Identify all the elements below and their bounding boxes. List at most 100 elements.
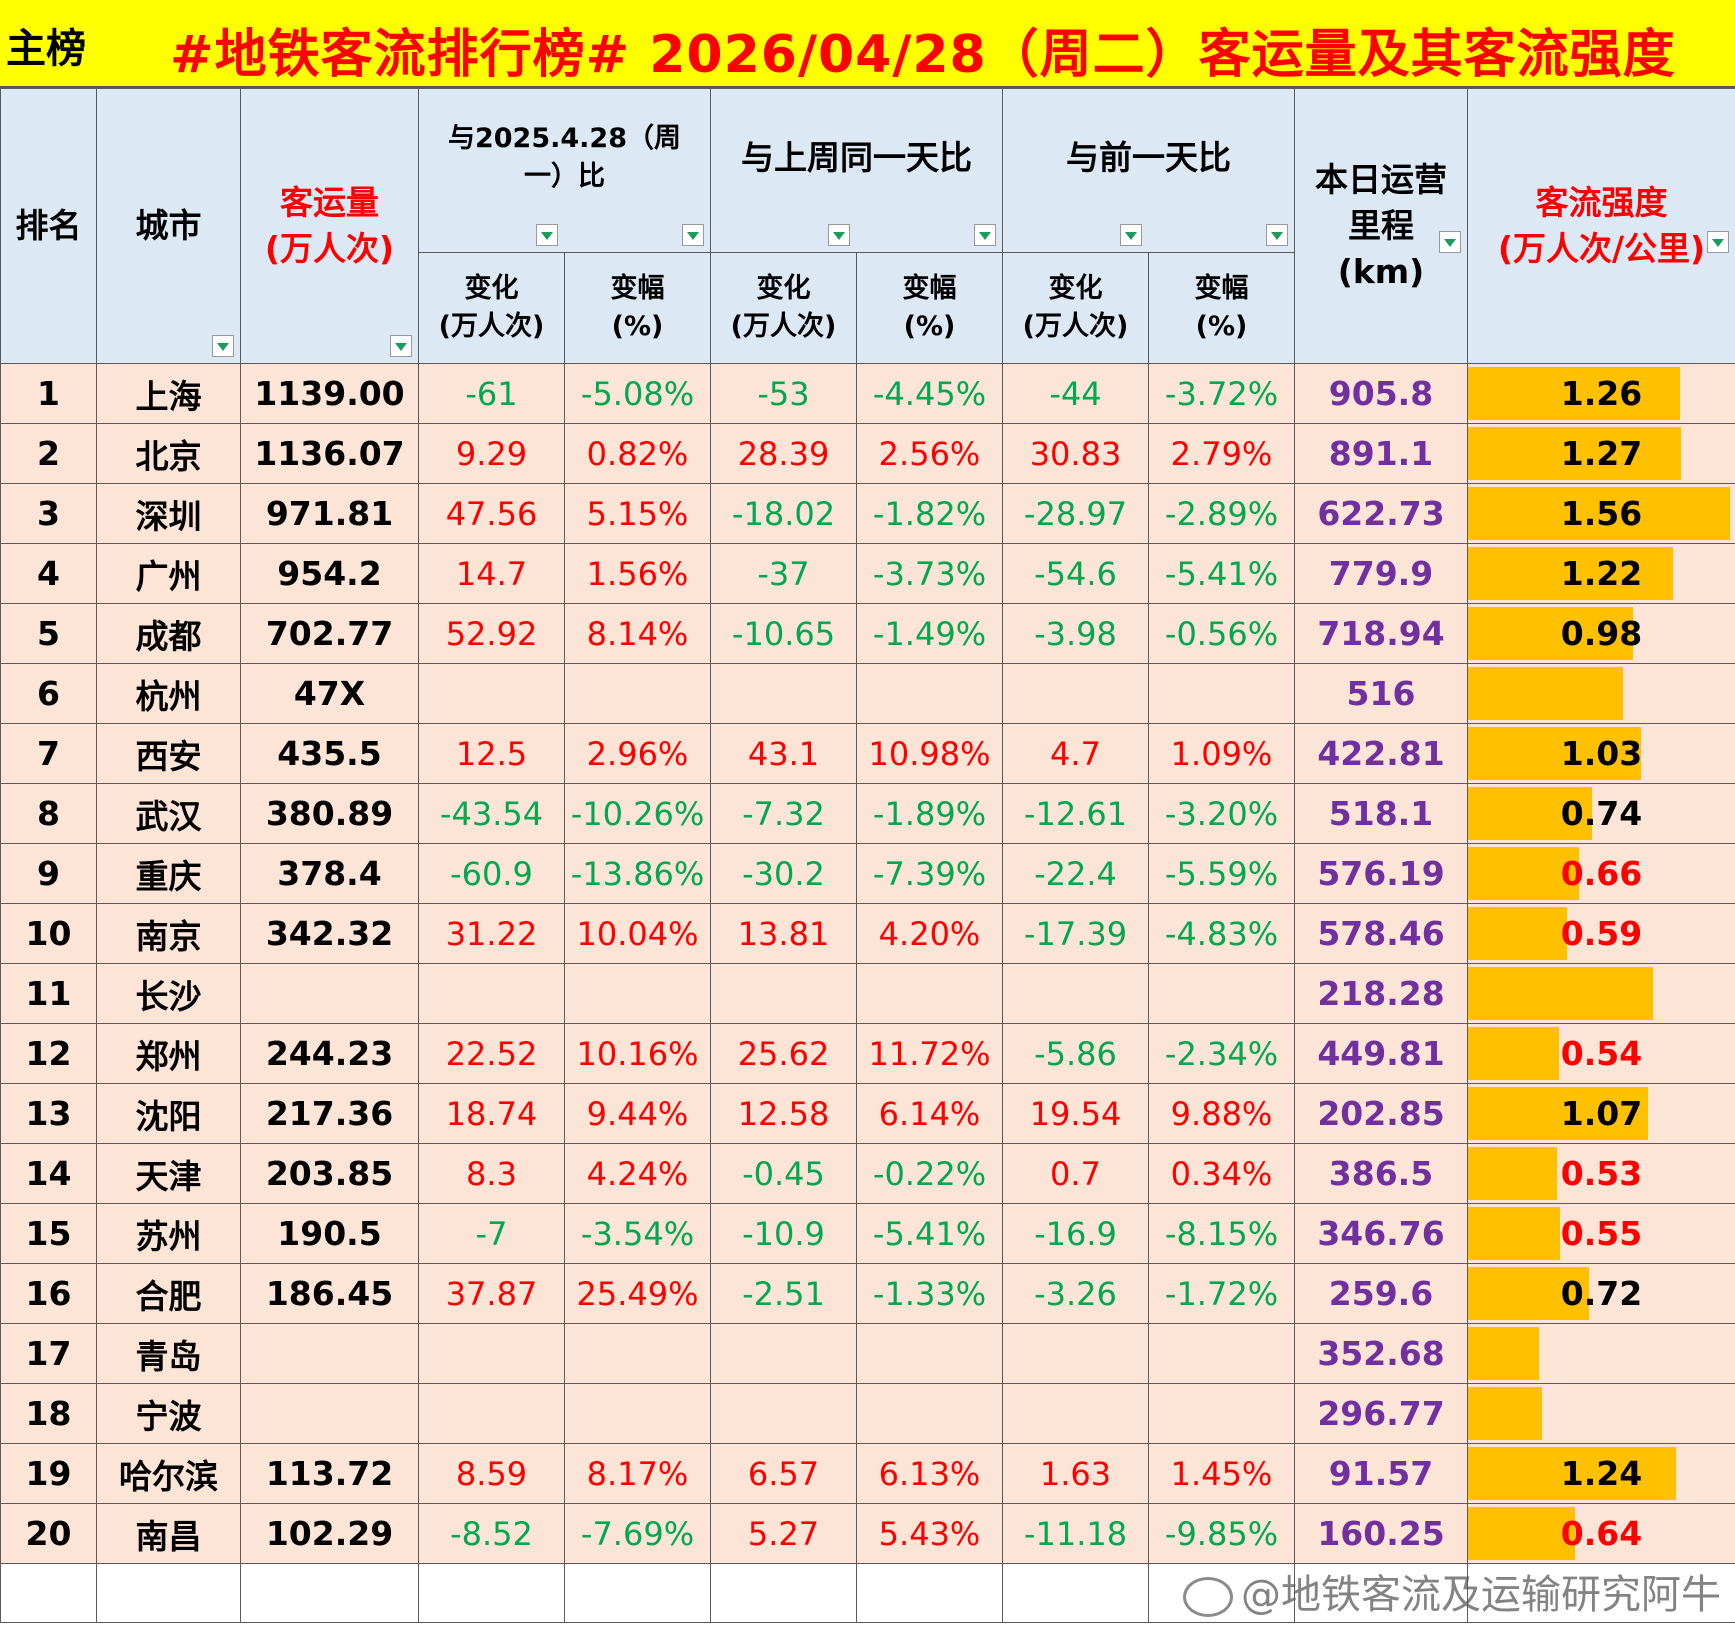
intensity-filter-dropdown[interactable] (1707, 231, 1729, 253)
city-cell: 成都 (96, 603, 241, 664)
yoy-change-cell: 9.29 (418, 423, 565, 484)
dod-change-cell: 30.83 (1002, 423, 1149, 484)
header-rank-label: 排名 (15, 206, 82, 245)
intensity-cell: 1.22 (1467, 543, 1735, 604)
dod-change-cell: -54.6 (1002, 543, 1149, 604)
volume-cell: 971.81 (240, 483, 419, 544)
ranking-table: 排名 城市 客运量 (万人次) 与2025.4.28（周 一）比 与上周同一天比 (0, 88, 1735, 1623)
wow-pct-cell: 5.43% (856, 1503, 1003, 1564)
dod-filter-dropdown[interactable] (1266, 224, 1288, 246)
wow-change-filter-dropdown[interactable] (828, 224, 850, 246)
dod-change-filter-dropdown[interactable] (1120, 224, 1142, 246)
dod-pct-cell: 9.88% (1148, 1083, 1295, 1144)
dod-pct-cell: -3.20% (1148, 783, 1295, 844)
watermark: @地铁客流及运输研究阿牛 (1183, 1562, 1721, 1620)
km-filter-dropdown[interactable] (1439, 231, 1461, 253)
km-cell: 218.28 (1294, 963, 1468, 1024)
rank-cell: 17 (0, 1323, 97, 1384)
volume-cell: 702.77 (240, 603, 419, 664)
city-filter-dropdown[interactable] (212, 335, 234, 357)
wow-change-cell: -37 (710, 543, 857, 604)
wow-pct-cell: -0.22% (856, 1143, 1003, 1204)
volume-filter-dropdown[interactable] (390, 335, 412, 357)
intensity-cell: 0.59 (1467, 903, 1735, 964)
rank-cell: 5 (0, 603, 97, 664)
intensity-bar (1468, 547, 1673, 600)
yoy-change-filter-dropdown[interactable] (536, 224, 558, 246)
wow-pct-cell: -4.45% (856, 363, 1003, 424)
yoy-filter-dropdown[interactable] (682, 224, 704, 246)
dod-pct-cell (1148, 963, 1295, 1024)
city-cell: 武汉 (96, 783, 241, 844)
empty-cell (564, 1563, 711, 1623)
city-cell: 天津 (96, 1143, 241, 1204)
wow-change-cell: -2.51 (710, 1263, 857, 1324)
yoy-pct-cell: 2.96% (564, 723, 711, 784)
yoy-pct-cell: 4.24% (564, 1143, 711, 1204)
table-row: 13 沈阳 217.36 18.74 9.44% 12.58 6.14% 19.54 9.88%… (0, 1083, 1735, 1144)
yoy-pct-cell: 10.04% (564, 903, 711, 964)
km-cell: 259.6 (1294, 1263, 1468, 1324)
wow-filter-dropdown[interactable] (974, 224, 996, 246)
intensity-value: 1.24 (1560, 1454, 1643, 1493)
intensity-cell: 0.98 (1467, 603, 1735, 664)
km-cell: 202.85 (1294, 1083, 1468, 1144)
yoy-pct-cell: 8.17% (564, 1443, 711, 1504)
wow-pct-cell (856, 1383, 1003, 1444)
city-cell: 哈尔滨 (96, 1443, 241, 1504)
wow-pct-cell (856, 663, 1003, 724)
header-pct-label: 变幅 (902, 273, 957, 304)
dod-pct-cell: -5.59% (1148, 843, 1295, 904)
dod-change-cell (1002, 1383, 1149, 1444)
dod-change-cell: -3.98 (1002, 603, 1149, 664)
intensity-cell: 0.53 (1467, 1143, 1735, 1204)
dod-change-cell: -28.97 (1002, 483, 1149, 544)
yoy-pct-cell: 10.16% (564, 1023, 711, 1084)
dod-change-cell (1002, 663, 1149, 724)
wow-pct-cell: 4.20% (856, 903, 1003, 964)
yoy-change-cell (418, 1383, 565, 1444)
header-pct-unit: (%) (1195, 311, 1248, 342)
wow-pct-cell: 2.56% (856, 423, 1003, 484)
dod-pct-cell: 2.79% (1148, 423, 1295, 484)
dod-pct-cell: -2.34% (1148, 1023, 1295, 1084)
header-pct-label: 变幅 (610, 273, 665, 304)
header-dod-label: 与前一天比 (1066, 137, 1231, 177)
volume-cell: 186.45 (240, 1263, 419, 1324)
header-dod-pct: 变幅 (%) (1148, 252, 1295, 364)
intensity-bar (1468, 1087, 1648, 1140)
volume-cell: 380.89 (240, 783, 419, 844)
city-cell: 青岛 (96, 1323, 241, 1384)
rank-cell: 16 (0, 1263, 97, 1324)
yoy-change-cell: 12.5 (418, 723, 565, 784)
yoy-change-cell: -61 (418, 363, 565, 424)
volume-cell: 47X (240, 663, 419, 724)
wow-pct-cell: 11.72% (856, 1023, 1003, 1084)
table-row: 15 苏州 190.5 -7 -3.54% -10.9 -5.41% -16.9 -8.15% 3… (0, 1203, 1735, 1264)
header-dod-group: 与前一天比 (1002, 88, 1295, 253)
rank-cell: 8 (0, 783, 97, 844)
intensity-cell: 1.27 (1467, 423, 1735, 484)
table-row: 8 武汉 380.89 -43.54 -10.26% -7.32 -1.89% -12.61-… (0, 783, 1735, 844)
intensity-bar (1468, 607, 1633, 660)
km-cell: 422.81 (1294, 723, 1468, 784)
wow-change-cell (710, 663, 857, 724)
table-row: 14 天津 203.85 8.3 4.24% -0.45 -0.22% 0.7 0.34% 386… (0, 1143, 1735, 1204)
wow-change-cell (710, 1323, 857, 1384)
intensity-value: 1.22 (1560, 554, 1643, 593)
empty-row (0, 1563, 1735, 1623)
km-cell: 622.73 (1294, 483, 1468, 544)
wow-pct-cell (856, 963, 1003, 1024)
rank-cell: 12 (0, 1023, 97, 1084)
header-volume: 客运量 (万人次) (240, 88, 419, 364)
wow-pct-cell: 10.98% (856, 723, 1003, 784)
table-row: 6 杭州 47X 516 (0, 663, 1735, 724)
intensity-cell: 0.66 (1467, 843, 1735, 904)
weibo-icon (1183, 1577, 1233, 1617)
yoy-pct-cell: -7.69% (564, 1503, 711, 1564)
yoy-change-cell: 18.74 (418, 1083, 565, 1144)
city-cell: 杭州 (96, 663, 241, 724)
empty-cell (1294, 1563, 1468, 1623)
empty-cell (856, 1563, 1003, 1623)
km-cell: 346.76 (1294, 1203, 1468, 1264)
